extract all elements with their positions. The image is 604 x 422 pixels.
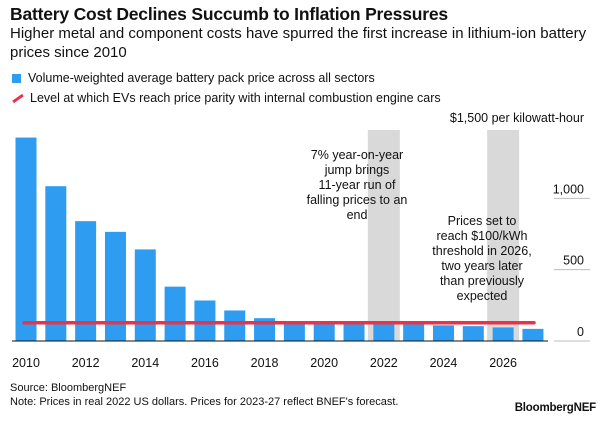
bar-2013 <box>104 231 126 341</box>
legend-item-parity-line: Level at which EVs reach price parity wi… <box>12 91 441 105</box>
y-tick-label-0: 0 <box>577 325 584 339</box>
chart-title: Battery Cost Declines Succumb to Inflati… <box>10 4 448 24</box>
annotation-line: expected <box>457 289 508 303</box>
annotation-line: two years later <box>441 259 522 273</box>
annotation-line: 7% year-on-year <box>311 148 403 162</box>
brand-logo-text: BloombergNEF <box>514 402 596 414</box>
annotation-line: jump brings <box>324 163 390 177</box>
bar-2014 <box>134 249 156 341</box>
y-tick-label-500: 500 <box>563 254 584 268</box>
bar-2021 <box>343 324 365 341</box>
chart-subtitle: Higher metal and component costs have sp… <box>10 25 587 61</box>
footnote: Note: Prices in real 2022 US dollars. Pr… <box>10 396 399 408</box>
x-tick-label-2012: 2012 <box>72 356 100 370</box>
source-note: Source: BloombergNEF <box>10 382 127 394</box>
annotation-line: falling prices to an <box>307 193 408 207</box>
annotation-line: end <box>347 208 368 222</box>
annotation-line: reach $100/kWh <box>436 229 527 243</box>
annotation-line: than previously <box>440 274 525 288</box>
bar-2011 <box>45 186 67 341</box>
legend-swatch-bar <box>12 73 21 83</box>
bar-2023 <box>403 323 425 341</box>
highlight-band-2026 <box>487 130 520 341</box>
x-tick-label-2022: 2022 <box>370 356 398 370</box>
bar-2015 <box>164 286 186 341</box>
x-tick-label-2016: 2016 <box>191 356 219 370</box>
bar-2025 <box>462 326 484 341</box>
bar-2019 <box>283 321 305 341</box>
legend-item-battery-price: Volume-weighted average battery pack pri… <box>12 71 375 85</box>
annotation-line: Prices set to <box>448 214 517 228</box>
bar-2010 <box>15 137 37 341</box>
x-tick-label-2026: 2026 <box>489 356 517 370</box>
bar-2022 <box>373 322 395 341</box>
y-tick-label-1500: $1,500 per kilowatt-hour <box>450 111 584 125</box>
annotation-line: 11-year run of <box>319 178 396 192</box>
annotation-2026: Prices set to reach $100/kWh threshold in … <box>432 214 531 303</box>
bar-2026 <box>492 327 514 341</box>
x-tick-label-2020: 2020 <box>310 356 338 370</box>
highlight-band-2022 <box>367 130 400 341</box>
bar-2027 <box>522 328 544 341</box>
bar-2024 <box>432 325 454 341</box>
bar-2017 <box>224 310 246 341</box>
x-tick-label-2014: 2014 <box>131 356 159 370</box>
legend-label-battery-price: Volume-weighted average battery pack pri… <box>28 71 375 85</box>
annotation-2022: 7% year-on-year jump brings 11-year run of… <box>307 148 408 222</box>
annotation-line: threshold in 2026, <box>432 244 531 258</box>
x-tick-label-2024: 2024 <box>430 356 458 370</box>
x-tick-label-2010: 2010 <box>12 356 40 370</box>
y-tick-label-1000: 1,000 <box>553 182 584 196</box>
x-tick-label-2018: 2018 <box>251 356 279 370</box>
bar-2012 <box>75 221 97 341</box>
bar-2020 <box>313 323 335 341</box>
bar-2016 <box>194 300 216 341</box>
legend-label-parity-line: Level at which EVs reach price parity wi… <box>30 91 441 105</box>
